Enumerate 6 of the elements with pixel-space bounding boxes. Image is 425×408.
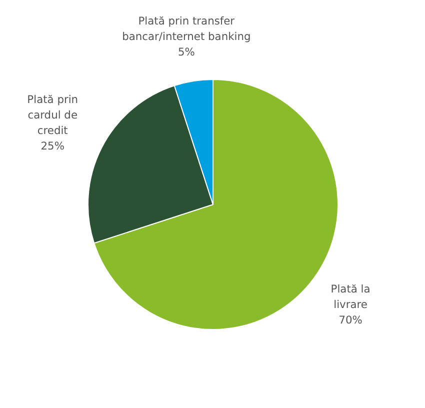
slice-label: Plată prin transfer bancar/internet banking (122, 14, 251, 44)
slice-label: Plată la livrare (330, 282, 370, 311)
data-label: 25% (40, 140, 64, 153)
data-label: 5% (178, 46, 195, 59)
slice-label: Plată prin cardul de credit (27, 92, 78, 138)
data-label: 70% (338, 314, 362, 327)
